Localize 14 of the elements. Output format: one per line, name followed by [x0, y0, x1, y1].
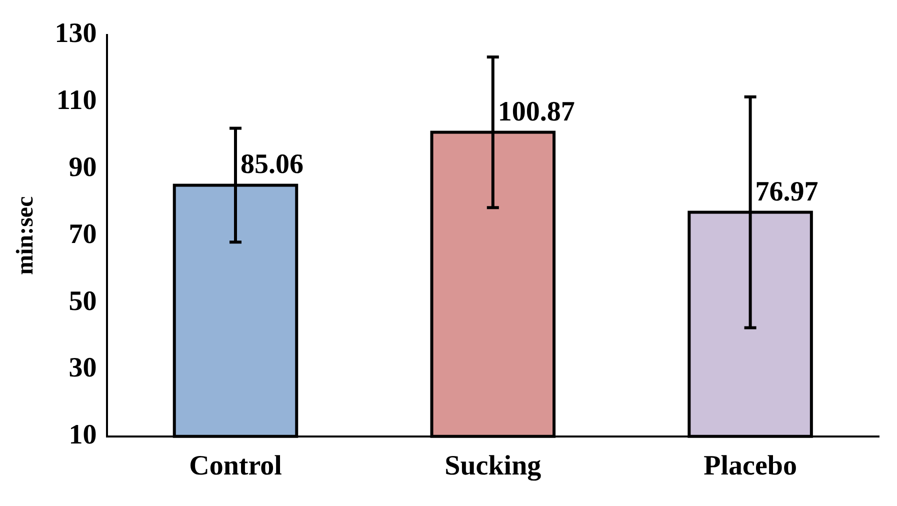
x-tick-label: Sucking [444, 450, 542, 482]
y-tick-label: 70 [68, 218, 97, 250]
y-axis-title: min:sec [12, 196, 39, 275]
y-tick-label: 110 [56, 84, 97, 116]
y-tick-label: 10 [68, 420, 97, 451]
data-label: 85.06 [240, 149, 304, 180]
x-tick-label: Placebo [704, 450, 797, 482]
y-tick-label: 90 [68, 152, 97, 183]
y-tick-label: 130 [54, 18, 97, 50]
y-tick-label: 30 [68, 352, 97, 384]
y-tick-label: 50 [68, 286, 97, 317]
data-label: 76.97 [755, 176, 818, 208]
data-label: 100.87 [498, 96, 575, 128]
x-tick-label: Control [189, 450, 282, 482]
